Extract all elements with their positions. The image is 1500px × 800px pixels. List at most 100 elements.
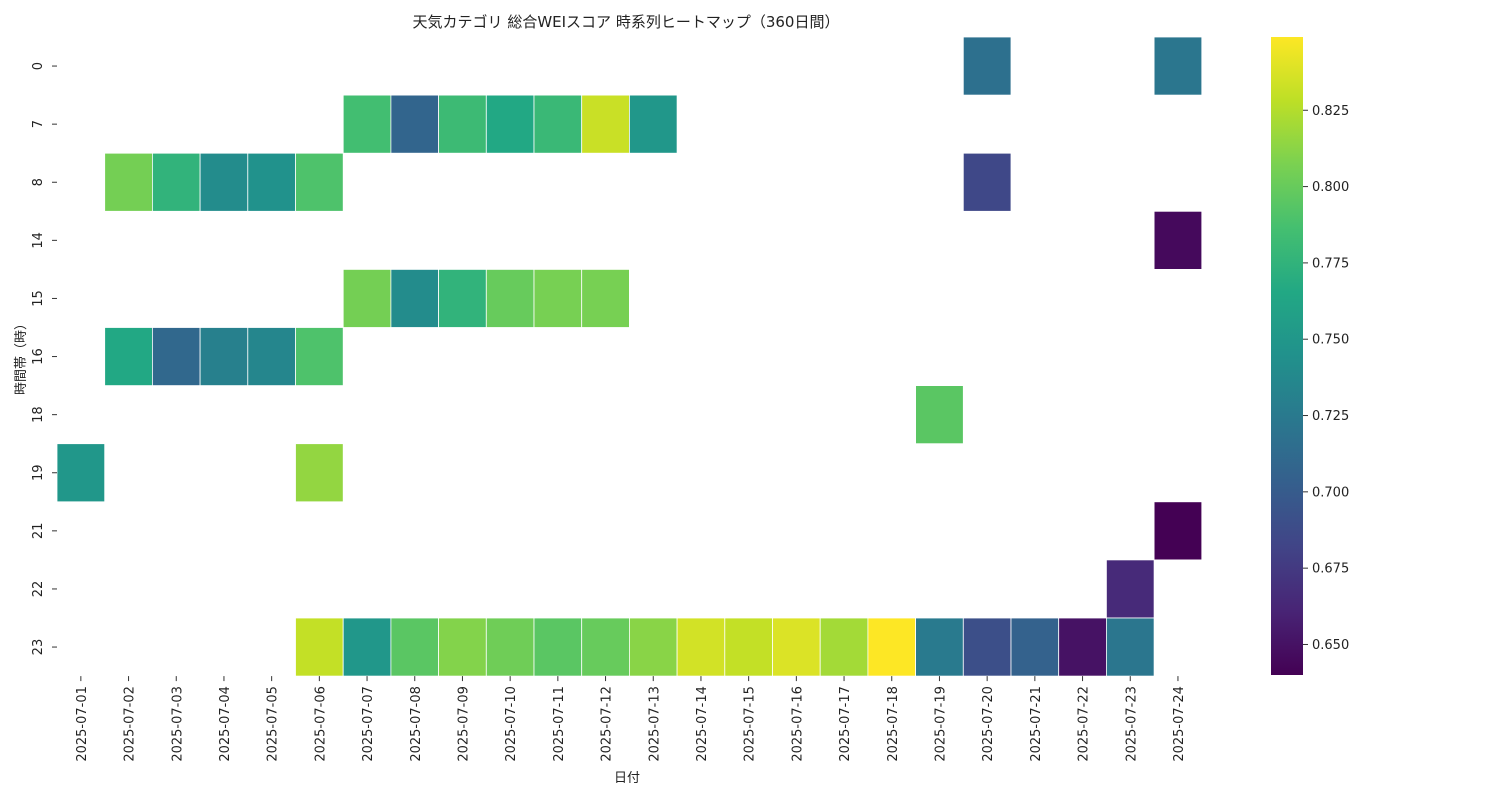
x-tick-label: 2025-07-11 [552,686,567,762]
x-tick-label: 2025-07-08 [409,686,424,762]
heatmap-cell [676,617,726,677]
x-tick-label: 2025-07-23 [1124,686,1139,762]
x-tick-label: 2025-07-17 [838,686,853,762]
heatmap-cell [390,94,439,154]
x-tick-label: 2025-07-15 [743,686,758,762]
heatmap-cell [915,385,964,445]
x-tick-label: 2025-07-09 [456,686,471,762]
heatmap-cell [1010,617,1060,677]
y-tick-label: 16 [31,348,46,365]
x-tick-label: 2025-07-22 [1077,686,1092,762]
x-tick-label: 2025-07-18 [886,686,901,762]
heatmap-cell [962,152,1012,212]
x-tick-label: 2025-07-07 [361,686,376,762]
heatmap-cell [1153,36,1203,96]
heatmap-cell [581,617,630,677]
heatmap-cell [151,327,201,386]
heatmap-cell [56,443,106,503]
heatmap-cell [199,152,249,212]
y-tick-label: 22 [31,581,46,598]
heatmap-cell [438,94,487,154]
heatmap-cell [724,617,773,677]
heatmap-cell [915,617,964,677]
x-tick-label: 2025-07-20 [981,686,996,762]
heatmap-cell [342,617,392,677]
y-tick-label: 8 [31,178,46,186]
x-tick-label: 2025-07-06 [313,686,328,762]
heatmap-cell [199,327,249,386]
heatmap-cell [962,36,1012,96]
heatmap-cell [533,94,583,154]
colorbar-tick-label: 0.725 [1312,409,1349,424]
heatmap-cell [581,94,630,154]
heatmap-cell [1153,501,1203,561]
heatmap-cell [390,268,439,328]
heatmap-cell [295,617,344,677]
x-tick-label: 2025-07-05 [266,686,281,762]
heatmap-cell [342,94,392,154]
heatmap-cell [533,617,583,677]
heatmap-cell [295,152,344,212]
x-tick-label: 2025-07-10 [504,686,519,762]
heatmap-cell [1058,617,1107,677]
heatmap-cell [247,327,296,386]
x-tick-label: 2025-07-03 [170,686,185,762]
heatmap-cell [247,152,296,212]
x-tick-label: 2025-07-16 [790,686,805,762]
y-tick-label: 0 [31,62,46,70]
colorbar-tick-label: 0.675 [1312,562,1349,577]
x-axis-title: 日付 [614,771,640,786]
colorbar: 0.650 0.675 0.700 0.725 0.750 0.775 0.800 0.825 [1271,37,1349,675]
x-tick-label: 2025-07-04 [218,686,233,762]
colorbar-tick-label: 0.800 [1312,180,1349,195]
y-tick-label: 21 [31,523,46,540]
colorbar-tick-label: 0.775 [1312,256,1349,271]
heatmap-cell [867,617,917,677]
x-tick-label: 2025-07-02 [123,686,138,762]
heatmap-cell [581,268,630,328]
heatmap-cell [1106,617,1155,677]
colorbar-tick-label: 0.700 [1312,485,1349,500]
y-tick-label: 18 [31,406,46,423]
heatmap-cell [438,268,487,328]
heatmap-cell [629,617,678,677]
heatmap-cell [485,617,535,677]
x-tick-label: 2025-07-12 [600,686,615,762]
heatmap-cell [295,327,344,386]
y-tick-label: 19 [31,464,46,481]
colorbar-tick-label: 0.750 [1312,333,1349,348]
heatmap-cell [485,268,535,328]
y-axis-title: 時間帯（時） [14,317,29,395]
colorbar-gradient [1271,37,1303,675]
x-axis: 2025-07-01 2025-07-02 2025-07-03 2025-07-04… [75,676,1187,762]
y-axis: 0 7 8 14 15 16 18 19 21 22 23 [31,62,57,655]
heatmap-cell [533,268,583,328]
y-tick-label: 15 [31,290,46,307]
cells-layer [56,36,1203,677]
heatmap-cell [295,443,344,503]
colorbar-tick-label: 0.650 [1312,638,1349,653]
x-tick-label: 2025-07-21 [1029,686,1044,762]
heatmap-cell [1153,210,1203,270]
y-tick-label: 7 [31,120,46,128]
heatmap-cell [485,94,535,154]
x-tick-label: 2025-07-13 [647,686,662,762]
x-tick-label: 2025-07-14 [695,686,710,762]
heatmap-cell [438,617,487,677]
y-tick-label: 23 [31,639,46,656]
colorbar-tick-label: 0.825 [1312,104,1349,119]
x-tick-label: 2025-07-24 [1172,686,1187,762]
y-tick-label: 14 [31,232,46,249]
heatmap-cell [819,617,869,677]
heatmap-cell [1106,559,1155,619]
x-tick-label: 2025-07-01 [75,686,90,762]
heatmap-cell [390,617,439,677]
chart-title: 天気カテゴリ 総合WEIスコア 時系列ヒートマップ（360日間） [413,13,840,31]
heatmap-cell [104,152,153,212]
heatmap-cell [151,152,201,212]
heatmap-cell [104,327,153,386]
heatmap-cell [962,617,1012,677]
x-tick-label: 2025-07-19 [933,686,948,762]
heatmap-cell [629,94,678,154]
